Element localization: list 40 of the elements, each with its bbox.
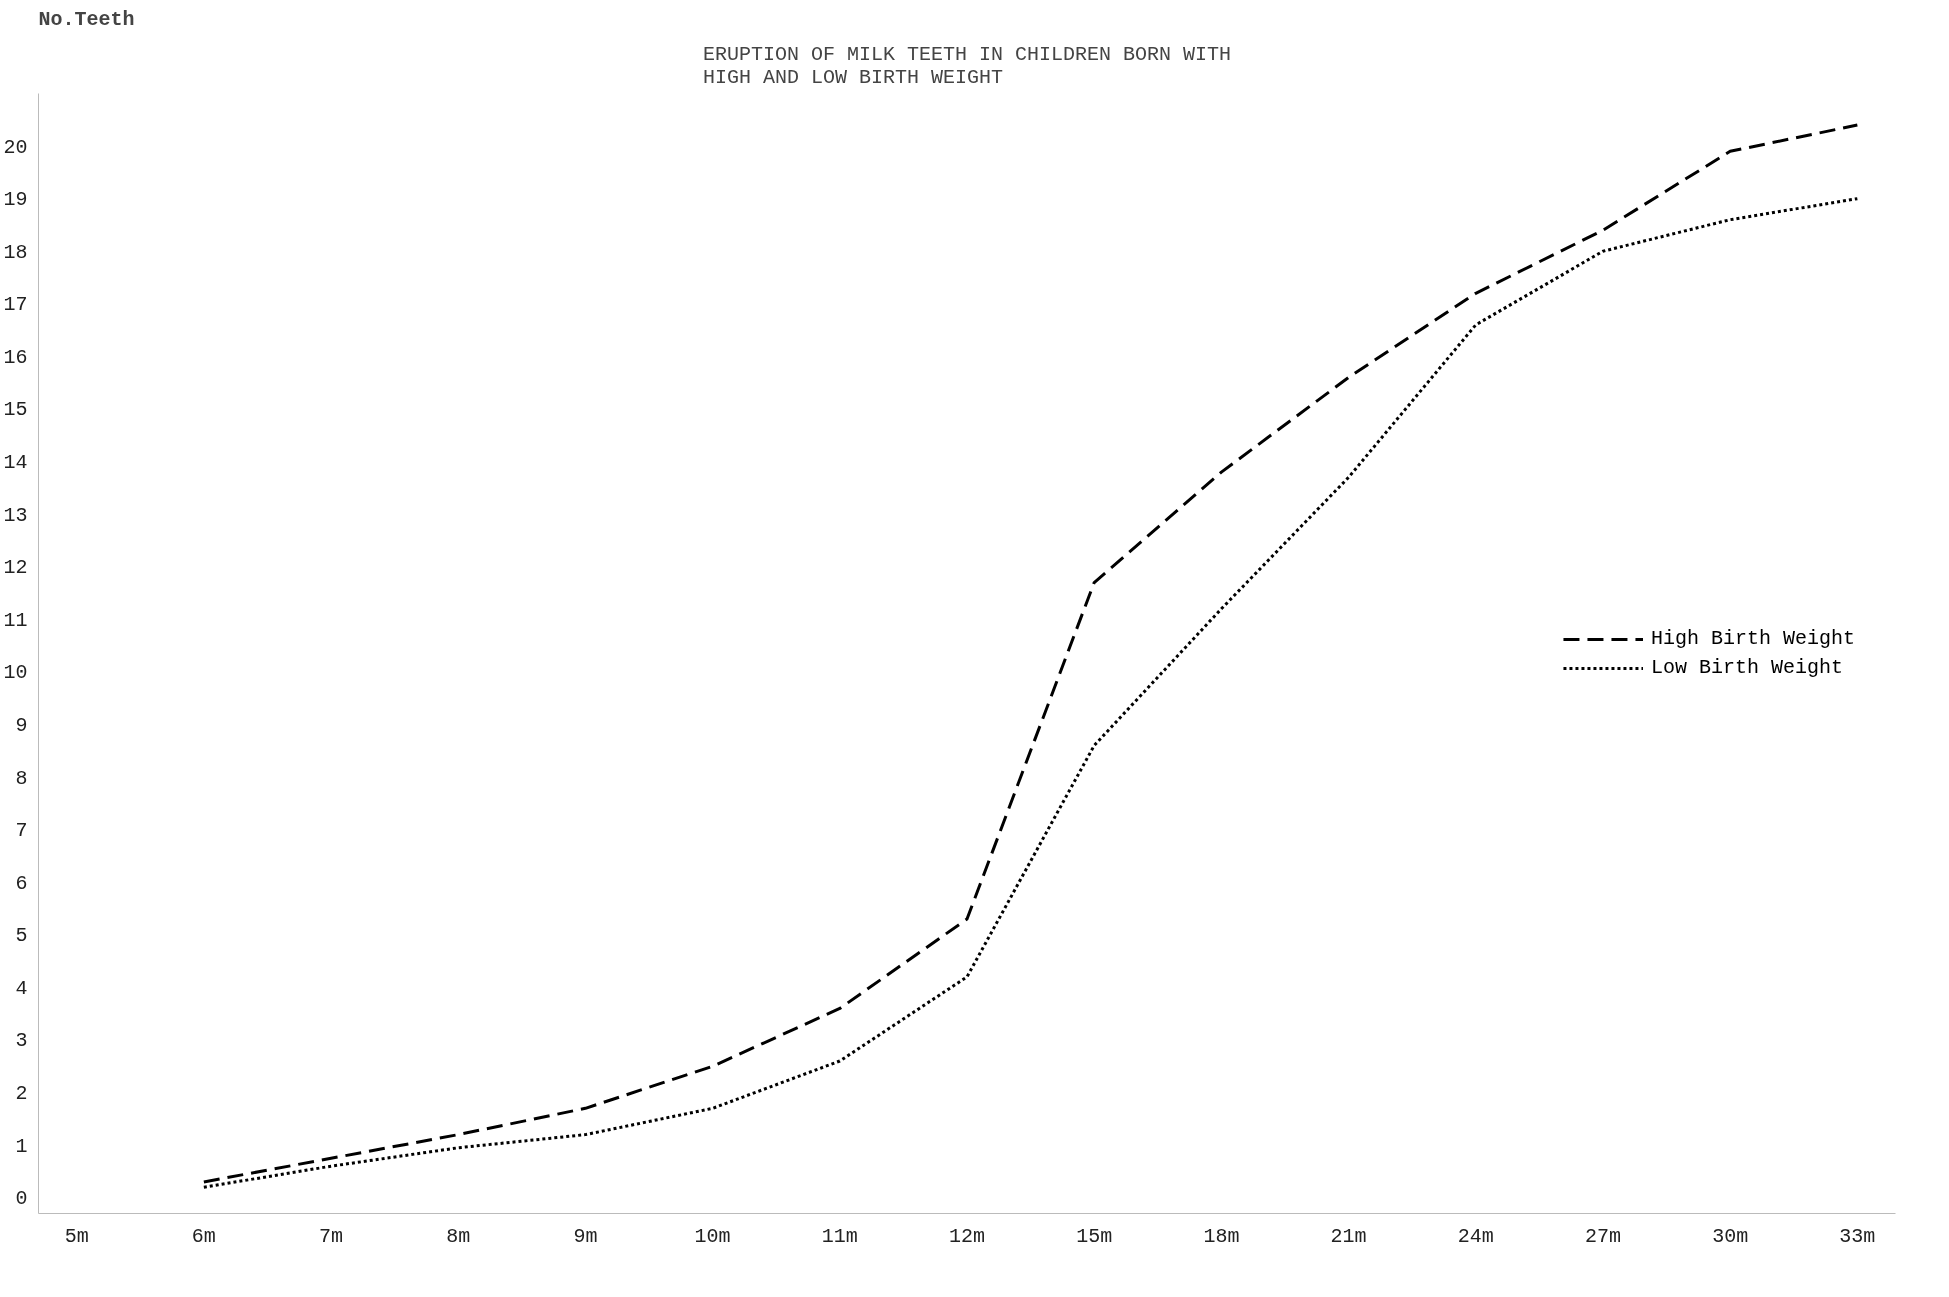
y-tick-label: 12 bbox=[3, 556, 28, 580]
y-tick-label: 17 bbox=[3, 293, 28, 317]
x-tick-label: 18m bbox=[1203, 1224, 1240, 1248]
x-tick-label: 9m bbox=[573, 1224, 598, 1248]
x-tick-label: 33m bbox=[1839, 1224, 1876, 1248]
y-tick-label: 14 bbox=[3, 451, 28, 475]
x-tick-label: 6m bbox=[191, 1224, 216, 1248]
x-tick-label: 15m bbox=[1076, 1224, 1113, 1248]
x-tick-label: 8m bbox=[446, 1224, 471, 1248]
y-tick-label: 0 bbox=[15, 1187, 28, 1211]
y-tick-label: 18 bbox=[3, 240, 28, 264]
y-tick-label: 7 bbox=[15, 819, 28, 843]
chart-title: ERUPTION OF MILK TEETH IN CHILDREN BORN WITH HIGH AND LOW BIRTH WEIGHT bbox=[702, 42, 1232, 89]
y-tick-label: 11 bbox=[3, 608, 28, 632]
x-tick-label: 30m bbox=[1712, 1224, 1749, 1248]
y-tick-label: 20 bbox=[3, 135, 28, 159]
y-tick-label: 13 bbox=[3, 503, 28, 527]
y-tick-label: 4 bbox=[15, 976, 28, 1000]
x-tick-label: 21m bbox=[1330, 1224, 1367, 1248]
x-tick-label: 24m bbox=[1457, 1224, 1494, 1248]
x-tick-label: 27m bbox=[1584, 1224, 1621, 1248]
y-tick-label: 15 bbox=[3, 398, 28, 422]
y-axis-title: No.Teeth bbox=[38, 7, 135, 31]
x-tick-label: 11m bbox=[821, 1224, 858, 1248]
y-tick-label: 10 bbox=[3, 661, 28, 685]
y-tick-label: 8 bbox=[15, 766, 28, 790]
y-tick-label: 5 bbox=[15, 924, 28, 948]
y-tick-label: 6 bbox=[15, 871, 28, 895]
legend-label: High Birth Weight bbox=[1650, 627, 1855, 650]
y-tick-label: 3 bbox=[15, 1029, 28, 1053]
y-tick-label: 9 bbox=[15, 713, 28, 737]
y-tick-label: 19 bbox=[3, 188, 28, 212]
x-tick-label: 7m bbox=[319, 1224, 344, 1248]
x-tick-label: 12m bbox=[949, 1224, 986, 1248]
x-tick-label: 5m bbox=[64, 1224, 89, 1248]
x-tick-label: 10m bbox=[694, 1224, 731, 1248]
y-tick-label: 1 bbox=[15, 1134, 28, 1158]
y-tick-label: 16 bbox=[3, 345, 28, 369]
legend-label: Low Birth Weight bbox=[1650, 656, 1843, 679]
y-tick-label: 2 bbox=[15, 1082, 28, 1106]
